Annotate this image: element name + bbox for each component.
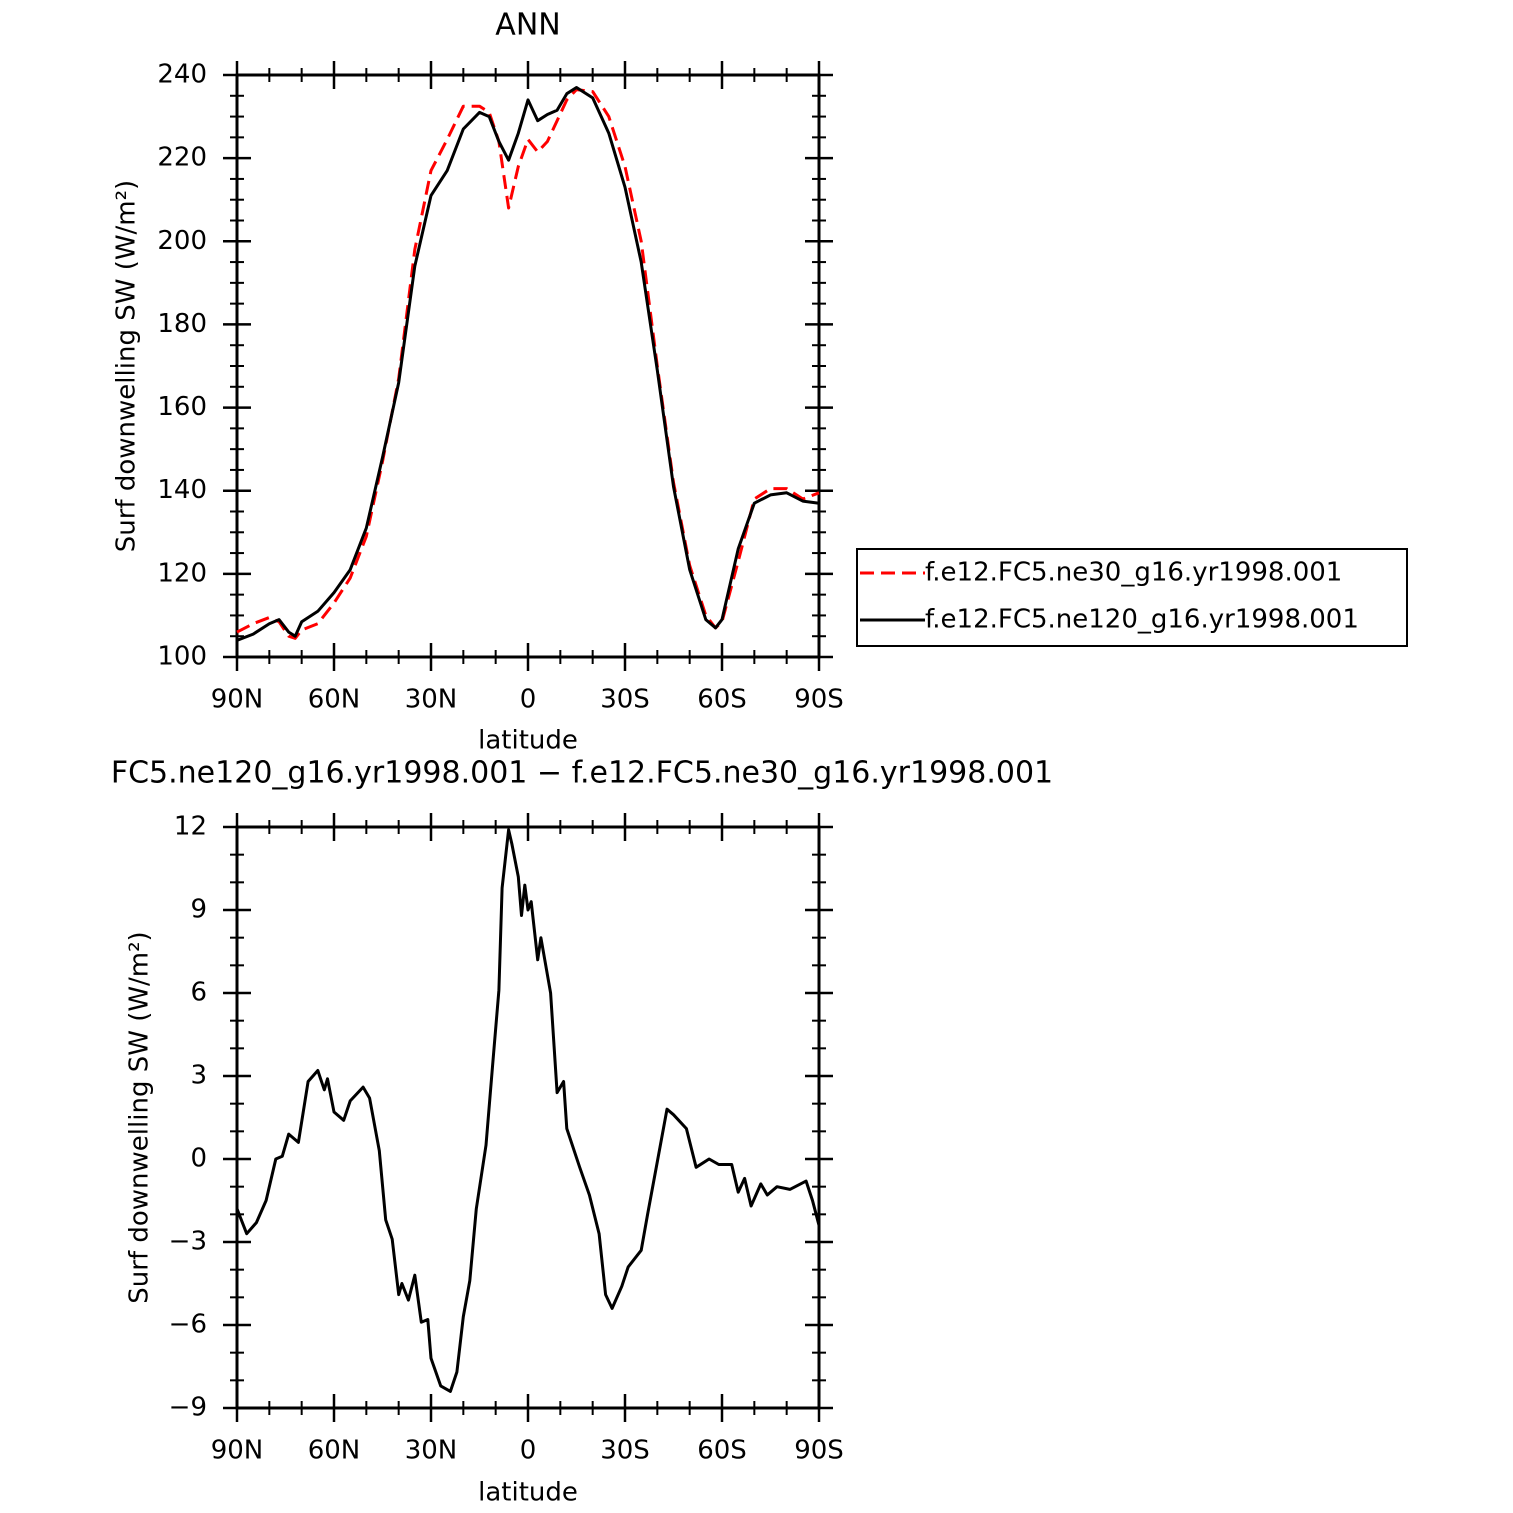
legend-label: f.e12.FC5.ne120_g16.yr1998.001 [925,605,1359,635]
x-tick-label: 30N [405,1436,458,1466]
y-tick-label: 160 [157,392,207,422]
plot-frame [235,73,821,659]
y-tick-label: 3 [190,1061,207,1091]
x-tick-label: 0 [520,1436,537,1466]
y-tick-label: 9 [190,895,207,925]
y-tick-label: 220 [157,143,207,173]
legend-box [856,548,1408,647]
y-tick-label: 240 [157,60,207,90]
y-tick-label: 12 [174,812,207,842]
y-axis-label: Surf downwelling SW (W/m²) [112,180,142,552]
y-tick-label: −6 [169,1310,207,1340]
x-tick-label: 30N [405,685,458,715]
y-tick-label: −3 [169,1227,207,1257]
y-axis-label: Surf downwelling SW (W/m²) [125,931,155,1303]
x-tick-label: 60S [697,1436,747,1466]
x-tick-label: 90S [794,1436,844,1466]
y-tick-label: 180 [157,309,207,339]
x-tick-label: 60N [308,685,361,715]
x-tick-label: 90N [211,1436,264,1466]
y-tick-label: −9 [169,1393,207,1423]
x-axis-label: latitude [478,726,578,756]
x-tick-label: 30S [600,1436,650,1466]
plot-frame [235,825,821,1410]
y-tick-label: 200 [157,226,207,256]
chart-title: ANN [495,8,560,43]
y-tick-label: 0 [190,1144,207,1174]
x-tick-label: 30S [600,685,650,715]
legend-label: f.e12.FC5.ne30_g16.yr1998.001 [925,558,1342,588]
y-tick-label: 140 [157,475,207,505]
x-axis-label: latitude [478,1478,578,1508]
data-line [236,88,820,640]
y-tick-label: 6 [190,978,207,1008]
data-line [236,86,820,642]
x-tick-label: 90N [211,685,264,715]
x-tick-label: 0 [520,685,537,715]
y-tick-label: 100 [157,642,207,672]
x-tick-label: 60N [308,1436,361,1466]
data-line [235,828,821,1393]
x-tick-label: 90S [794,685,844,715]
x-tick-label: 60S [697,685,747,715]
y-tick-label: 120 [157,558,207,588]
chart-title: FC5.ne120_g16.yr1998.001 − f.e12.FC5.ne3… [111,756,1053,791]
